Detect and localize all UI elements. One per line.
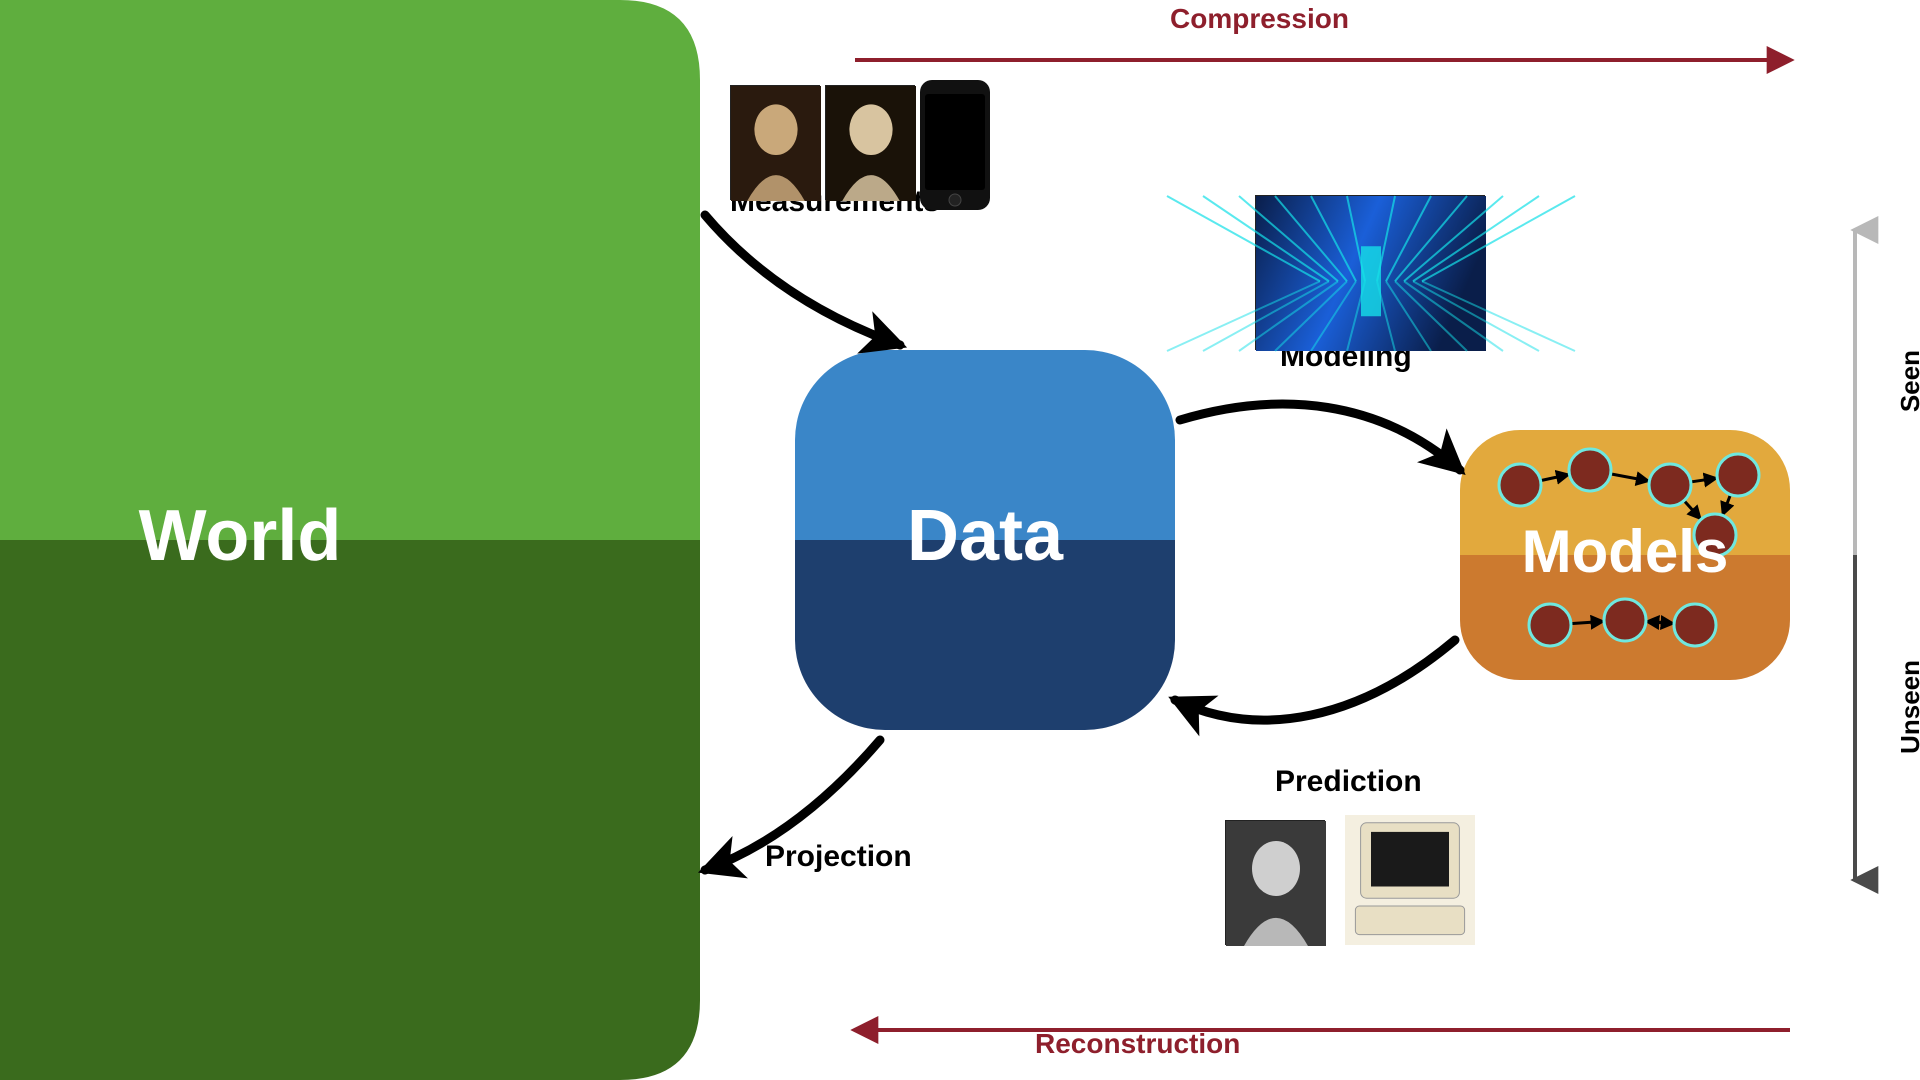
datacenter-thumb (1255, 195, 1485, 350)
portrait1-thumb (730, 85, 820, 200)
reconstruction-label: Reconstruction (1035, 1028, 1240, 1060)
terminal-thumb (1345, 815, 1475, 945)
portrait2-thumb (825, 85, 915, 200)
seen-unseen-axis (1835, 0, 1875, 1080)
compression-label: Compression (1170, 3, 1349, 35)
portrait3-thumb (1225, 820, 1325, 945)
phone-thumb (920, 80, 990, 210)
seen-label: Seen (1895, 350, 1920, 412)
unseen-label: Unseen (1895, 660, 1920, 754)
